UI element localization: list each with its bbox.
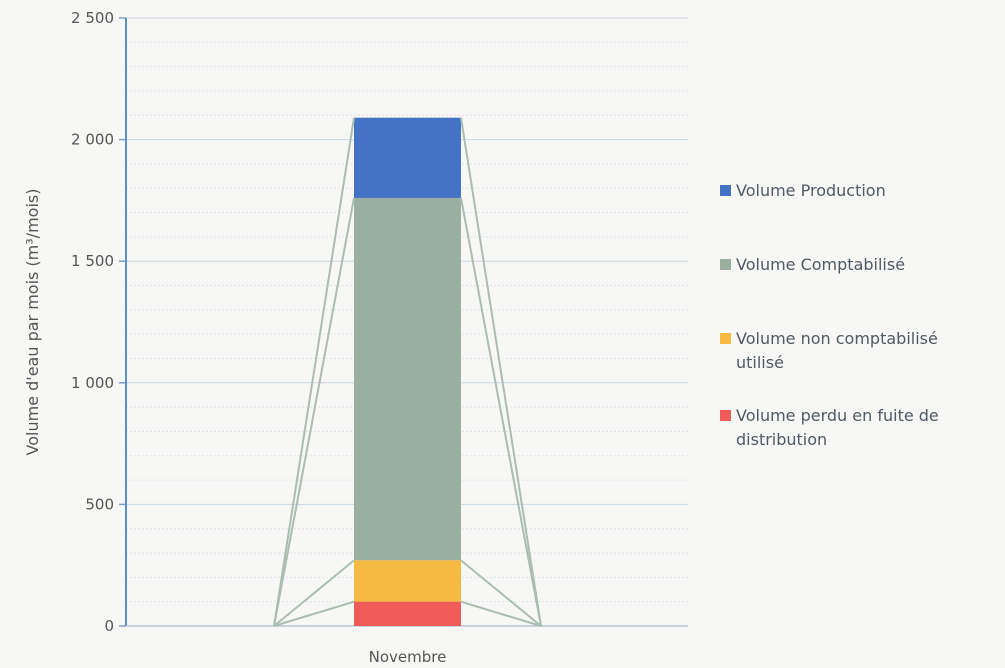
connector-line bbox=[460, 600, 542, 627]
y-axis-title: Volume d'eau par mois (m³/mois) bbox=[23, 189, 42, 456]
connector-line bbox=[273, 600, 355, 627]
label-layer: 0 500 1 000 1 500 2 000 2 500 Volume d'eau par… bbox=[23, 9, 447, 666]
legend-swatch bbox=[720, 333, 731, 344]
y-tick-label: 0 bbox=[104, 617, 114, 635]
bar-segment bbox=[354, 560, 461, 602]
y-tick-label: 1 000 bbox=[71, 374, 114, 392]
y-tick-label: 2 000 bbox=[71, 131, 114, 149]
connector-layer bbox=[273, 117, 542, 627]
legend-label: Volume perdu en fuite de bbox=[736, 406, 939, 425]
bar-segment bbox=[354, 117, 461, 198]
x-category-label: Novembre bbox=[369, 648, 447, 664]
legend: Volume Production Volume Comptabilisé Volu… bbox=[720, 181, 939, 449]
connector-line bbox=[273, 559, 355, 627]
legend-swatch bbox=[720, 185, 731, 196]
legend-swatch bbox=[720, 410, 731, 421]
legend-label: distribution bbox=[736, 430, 827, 449]
legend-label: Volume non comptabilisé bbox=[736, 329, 938, 348]
y-tick-label: 2 500 bbox=[71, 9, 114, 27]
y-tick-label: 500 bbox=[85, 495, 114, 513]
connector-line bbox=[273, 197, 355, 627]
connector-line bbox=[460, 117, 542, 627]
bar-segment bbox=[354, 601, 461, 626]
connector-line bbox=[460, 197, 542, 627]
legend-label: utilisé bbox=[736, 353, 784, 372]
y-tick-label: 1 500 bbox=[71, 252, 114, 270]
bar-layer bbox=[354, 117, 461, 626]
legend-label: Volume Production bbox=[736, 181, 886, 200]
legend-swatch bbox=[720, 259, 731, 270]
connector-line bbox=[460, 559, 542, 627]
legend-label: Volume Comptabilisé bbox=[736, 255, 905, 274]
bar-segment bbox=[354, 197, 461, 561]
connector-line bbox=[273, 117, 355, 627]
